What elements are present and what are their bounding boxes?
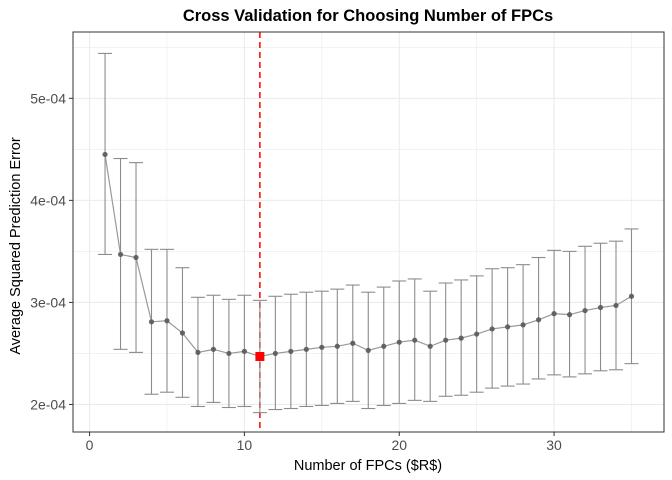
data-point [365, 347, 371, 353]
data-point [613, 302, 619, 309]
axis-ticks: 0 10 20 30 2e-04 3e-04 4e-04 5e-04 [30, 90, 562, 453]
data-point [535, 317, 542, 323]
data-point [474, 331, 480, 337]
data-point [566, 312, 573, 318]
data-point [334, 343, 340, 349]
y-tick-label: 2e-04 [30, 396, 66, 412]
data-point [551, 311, 557, 317]
data-point [210, 346, 217, 352]
data-points [102, 151, 635, 361]
data-point [396, 339, 402, 345]
data-point [350, 340, 356, 346]
data-point [241, 348, 248, 354]
data-point [288, 348, 294, 354]
chart-title: Cross Validation for Choosing Number of … [183, 7, 553, 25]
data-point [381, 343, 387, 349]
data-point [195, 349, 201, 356]
panel-border [72, 31, 665, 433]
x-tick-label: 30 [546, 437, 562, 453]
x-tick-label: 0 [86, 437, 94, 453]
data-point [133, 254, 139, 261]
data-point [179, 330, 186, 336]
data-point [226, 350, 232, 357]
y-tick-label: 4e-04 [30, 192, 66, 208]
data-point [505, 324, 511, 330]
data-point [303, 346, 309, 352]
data-point [582, 307, 588, 314]
y-tick-label: 3e-04 [30, 294, 66, 310]
data-point [164, 318, 170, 324]
data-point [489, 326, 495, 332]
data-point [102, 151, 108, 158]
data-point [458, 335, 464, 341]
data-point [148, 319, 155, 325]
data-point [520, 322, 526, 328]
data-point [319, 344, 325, 350]
y-tick-label: 5e-04 [30, 90, 66, 106]
data-point [272, 350, 278, 357]
data-point [443, 337, 449, 343]
data-point [628, 293, 635, 299]
y-axis-title: Average Squared Prediction Error [8, 137, 24, 355]
data-point [427, 343, 433, 349]
data-point [597, 304, 604, 311]
data-point [412, 337, 418, 343]
x-axis-title: Number of FPCs ($R$) [294, 458, 442, 474]
selected-point [255, 351, 265, 361]
data-point [117, 251, 124, 258]
x-tick-label: 20 [391, 437, 407, 453]
x-tick-label: 10 [237, 437, 253, 453]
